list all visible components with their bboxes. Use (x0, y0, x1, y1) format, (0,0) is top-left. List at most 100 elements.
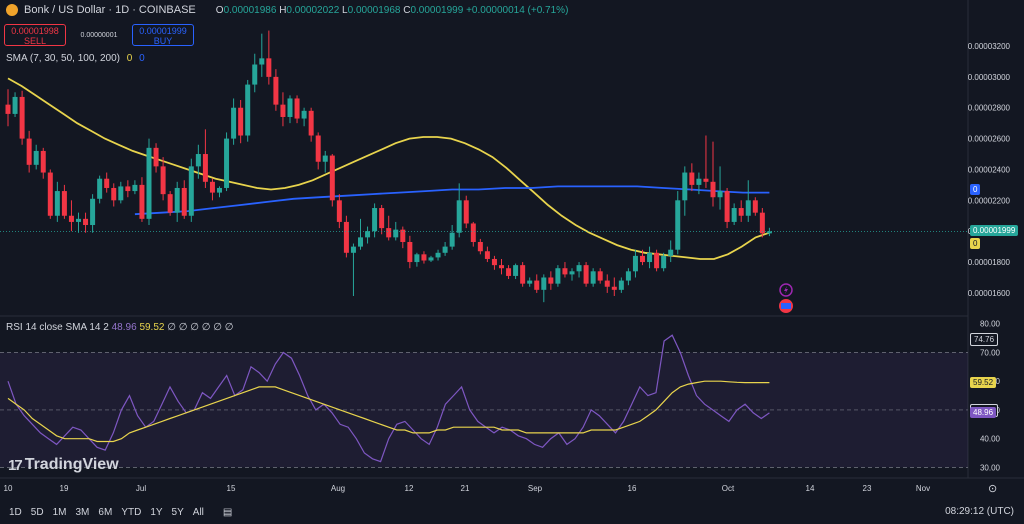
candle-body (484, 251, 490, 259)
candle-body (625, 271, 631, 281)
timeframe-1d[interactable]: 1D (9, 506, 22, 518)
candle-body (54, 191, 60, 216)
ohlc-values: O0.00001986 H0.00002022 L0.00001968 C0.0… (215, 4, 569, 16)
candle-body (252, 64, 258, 85)
settings-gear-icon[interactable]: ⊙ (988, 483, 998, 495)
timeframe-3m[interactable]: 3M (75, 506, 90, 518)
candle-body (217, 187, 222, 193)
candle-body (414, 254, 420, 263)
timeframe-1m[interactable]: 1M (52, 506, 67, 518)
tradingview-logo: 17 TradingView (8, 456, 119, 474)
rsi-tick-label: 40.00 (980, 435, 1001, 444)
candle-body (287, 98, 293, 117)
events-markers (779, 283, 793, 313)
candle-body (118, 186, 124, 201)
candle-body (491, 258, 497, 266)
candle-body (111, 187, 117, 201)
candle-body (209, 181, 215, 193)
candle-body (68, 215, 74, 222)
candle-body (329, 155, 335, 201)
candle-body (562, 268, 568, 275)
buy-button[interactable]: 0.00001999 BUY (132, 24, 194, 46)
timeframe-1y[interactable]: 1Y (150, 506, 163, 518)
rsi-pane (0, 334, 968, 468)
candle-body (499, 265, 504, 269)
tradingview-logo-icon: 17 (8, 456, 23, 474)
timeframe-6m[interactable]: 6M (98, 506, 113, 518)
symbol-header[interactable]: Bonk / US Dollar · 1D · COINBASE O0.0000… (6, 4, 568, 16)
candle-body (583, 265, 589, 284)
lightning-icon (779, 283, 793, 297)
candle-body (745, 200, 751, 216)
candle-body (527, 280, 533, 284)
candle-body (386, 228, 392, 238)
candle-body (308, 110, 314, 136)
candle-body (358, 237, 363, 247)
candle-body (266, 58, 272, 77)
candle-body (76, 218, 81, 222)
candle-body (26, 138, 32, 165)
candle-body (541, 277, 547, 290)
candle-body (766, 231, 772, 234)
timeframe-ytd[interactable]: YTD (121, 506, 142, 518)
candle-body (640, 255, 645, 263)
candle-body (153, 147, 159, 167)
candle-body (400, 229, 406, 242)
timeframe-5y[interactable]: 5Y (171, 506, 184, 518)
rsi-series-line (7, 334, 770, 463)
candle-body (365, 231, 371, 238)
timeframe-all[interactable]: All (192, 506, 204, 518)
candle-body (12, 96, 18, 114)
rsi-tag: 48.96 (970, 406, 997, 418)
rsi-tick-label: 70.00 (980, 348, 1001, 357)
time-tick-label: 23 (863, 484, 872, 493)
candle-body (604, 280, 610, 287)
timeframe-5d[interactable]: 5D (30, 506, 44, 518)
candle-body (724, 191, 730, 222)
candle-body (632, 255, 638, 272)
candle-body (703, 178, 709, 182)
candle-body (477, 241, 483, 252)
candle-body (5, 104, 11, 114)
candle-body (759, 212, 765, 234)
utc-clock[interactable]: 08:29:12 (UTC) (945, 506, 1014, 517)
candle-body (372, 208, 378, 232)
candle-body (259, 58, 265, 65)
price-tick-label: 0.00003000 (968, 73, 1011, 82)
candle-body (506, 268, 512, 276)
time-tick-label: 21 (461, 484, 470, 493)
candle-body (393, 229, 399, 238)
price-tick-label: 0.00002600 (968, 135, 1011, 144)
candle-body (731, 208, 737, 222)
candle-body (548, 277, 554, 284)
time-tick-label: Nov (916, 484, 930, 493)
candle-body (449, 232, 455, 247)
candle-body (167, 194, 173, 213)
trade-panel: 0.00001998 SELL 0.00000001 0.00001999 BU… (4, 24, 194, 46)
time-tick-label: Sep (528, 484, 543, 493)
symbol-title[interactable]: Bonk / US Dollar · 1D · COINBASE (24, 4, 196, 16)
time-axis: 10 19 Jul 15 Aug 12 21 Sep 16 Oct 14 23 Nov (4, 484, 931, 493)
candle-body (315, 135, 321, 162)
sell-button[interactable]: 0.00001998 SELL (4, 24, 66, 46)
candle-body (611, 286, 617, 290)
candle-body (647, 252, 653, 263)
sma-line (134, 185, 770, 216)
time-tick-label: Aug (331, 484, 345, 493)
candle-body (231, 107, 237, 139)
bonk-logo-icon (6, 4, 18, 16)
candle-body (146, 147, 152, 219)
candle-body (597, 271, 603, 281)
sma-legend[interactable]: SMA (7, 30, 50, 100, 200) 0 0 (6, 53, 145, 64)
candle-body (696, 178, 702, 185)
candle-body (379, 208, 385, 229)
goto-date-calendar-icon[interactable]: ▤ (222, 506, 233, 518)
time-tick-label: 19 (60, 484, 69, 493)
candle-body (569, 271, 575, 275)
price-tag: 0.00001999 (970, 225, 1019, 237)
candle-body (181, 187, 187, 216)
candle-body (47, 172, 53, 216)
time-tick-label: 10 (4, 484, 13, 493)
rsi-legend[interactable]: RSI 14 close SMA 14 2 48.96 59.52 ∅ ∅ ∅ … (6, 322, 234, 333)
